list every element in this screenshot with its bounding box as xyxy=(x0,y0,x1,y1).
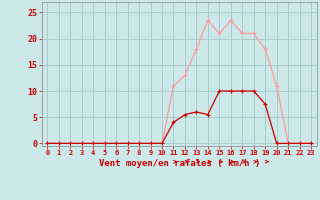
X-axis label: Vent moyen/en rafales ( km/h ): Vent moyen/en rafales ( km/h ) xyxy=(99,159,260,168)
